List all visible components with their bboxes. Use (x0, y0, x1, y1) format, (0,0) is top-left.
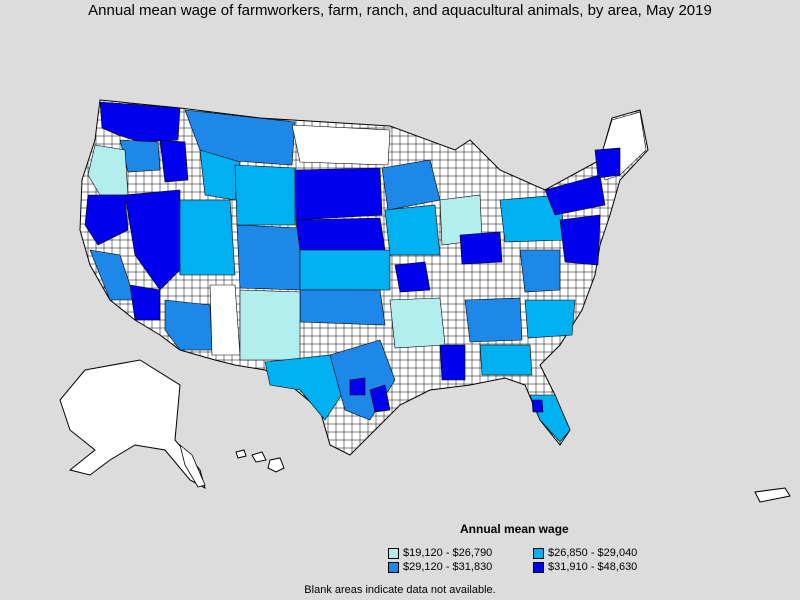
map-title: Annual mean wage of farmworkers, farm, r… (88, 2, 712, 19)
legend-label-3: $29,120 - $31,830 (403, 561, 493, 573)
legend-swatch-1 (388, 547, 399, 559)
legend-swatch-4 (533, 561, 544, 573)
legend-swatch-3 (388, 561, 399, 573)
hawaii-shape (235, 449, 285, 473)
legend-item-4: $31,910 - $48,630 (533, 561, 637, 573)
footnote: Blank areas indicate data not available. (304, 584, 496, 596)
legend-item-1: $19,120 - $26,790 (388, 547, 492, 559)
puerto-rico-shape (754, 487, 791, 503)
legend-label-4: $31,910 - $48,630 (548, 561, 638, 573)
wage-regions (84, 101, 647, 443)
legend-title: Annual mean wage (460, 522, 569, 536)
legend-item-3: $29,120 - $31,830 (388, 561, 492, 573)
alaska-panhandle-region (179, 443, 206, 488)
alaska-shape (59, 359, 206, 489)
legend-item-2: $26,850 - $29,040 (533, 547, 637, 559)
legend-label-2: $26,850 - $29,040 (548, 547, 638, 559)
legend-label-1: $19,120 - $26,790 (403, 547, 493, 559)
legend-swatch-2 (533, 547, 544, 559)
